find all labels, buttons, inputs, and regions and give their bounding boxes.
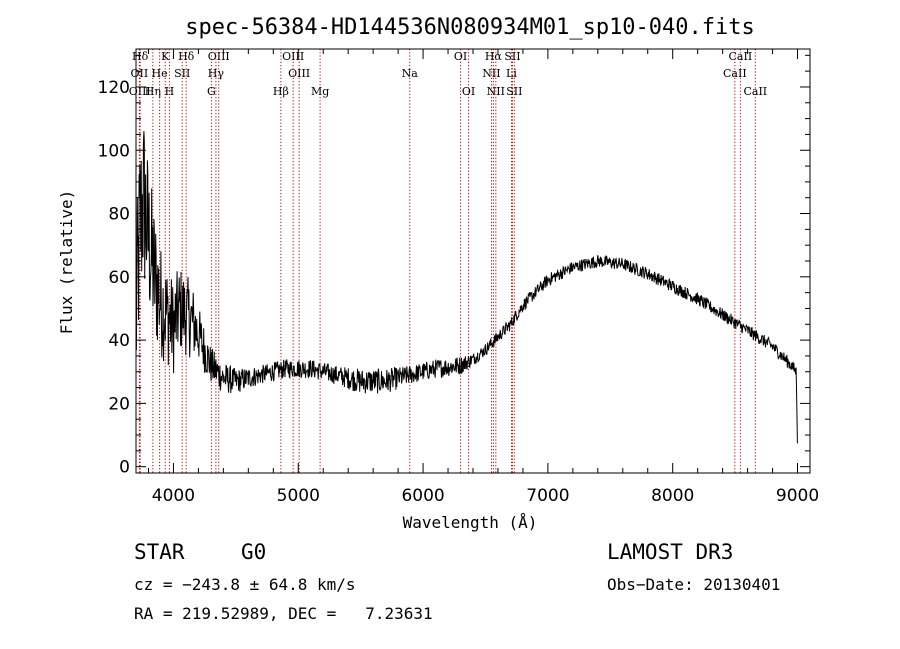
spectral-line-label: Hη	[145, 85, 161, 98]
plot-frame	[135, 48, 811, 474]
x-tick-label: 7000	[526, 486, 569, 506]
x-tick-label: 5000	[277, 486, 320, 506]
y-tick-label: 120	[98, 78, 130, 98]
x-axis-label: Wavelength (Å)	[403, 513, 538, 532]
x-tick-label: 6000	[401, 486, 444, 506]
y-tick-label: 80	[108, 205, 130, 225]
object-subclass: G0	[241, 540, 267, 564]
spectrum-series-line	[135, 131, 798, 444]
spectral-line-label: Hγ	[208, 67, 225, 80]
spectral-line-label: OIII	[208, 50, 230, 63]
y-tick-label: 0	[119, 458, 130, 478]
spectral-line-label: OI	[462, 85, 475, 98]
spectral-line-label: H	[165, 85, 175, 98]
object-class: STAR	[134, 540, 185, 564]
survey-name: LAMOST DR3	[607, 540, 734, 564]
spectral-line-label: OII	[131, 67, 149, 80]
spectral-line-label: SII	[506, 85, 522, 98]
x-tick-label: 4000	[152, 486, 195, 506]
spectral-line-label: Hβ	[273, 85, 289, 98]
spectral-line-label: Hδ	[132, 50, 149, 63]
spectral-line-label: SII	[174, 67, 190, 80]
spectral-line-label: CaII	[729, 50, 753, 63]
spectral-line-label: Na	[402, 67, 419, 80]
spectral-line-label: OI	[454, 50, 467, 63]
y-axis-label: Flux (relative)	[57, 190, 76, 335]
spectral-line-label: OIII	[282, 50, 304, 63]
y-axis-ticks: 0 20 40 60 80 100 120	[98, 54, 810, 478]
spectral-line-label: OIII	[288, 67, 310, 80]
y-tick-label: 20	[108, 394, 130, 414]
spectral-line-label: SII	[504, 50, 520, 63]
observation-date: Obs−Date: 20130401	[607, 575, 781, 594]
coordinates: RA = 219.52989, DEC = 7.23631	[134, 604, 433, 623]
y-tick-label: 60	[108, 268, 130, 288]
x-axis-ticks: 4000 5000 6000 7000 8000 9000	[147, 49, 819, 506]
spectral-line-label: CaII	[723, 67, 747, 80]
spectral-line-label: Hα	[485, 50, 503, 63]
x-tick-label: 9000	[776, 486, 819, 506]
spectral-line-label: Hδ	[178, 50, 195, 63]
spectral-line-label: OIII	[129, 85, 151, 98]
spectral-line-label: Mg	[311, 85, 329, 98]
chart-title: spec-56384-HD144536N080934M01_sp10-040.f…	[185, 15, 755, 40]
spectral-line-markers	[138, 49, 756, 473]
y-tick-label: 100	[98, 141, 130, 161]
spectral-line-label: He	[152, 67, 168, 80]
spectral-line-label: G	[207, 85, 216, 98]
y-tick-label: 40	[108, 331, 130, 351]
spectral-line-label: K	[161, 50, 170, 63]
x-tick-label: 8000	[651, 486, 694, 506]
redshift-velocity: cz = −243.8 ± 64.8 km/s	[134, 575, 356, 594]
spectral-line-label: Li	[506, 67, 517, 80]
spectral-line-label: NII	[482, 67, 500, 80]
spectral-line-label: CaII	[743, 85, 767, 98]
spectral-line-label: NII	[487, 85, 505, 98]
